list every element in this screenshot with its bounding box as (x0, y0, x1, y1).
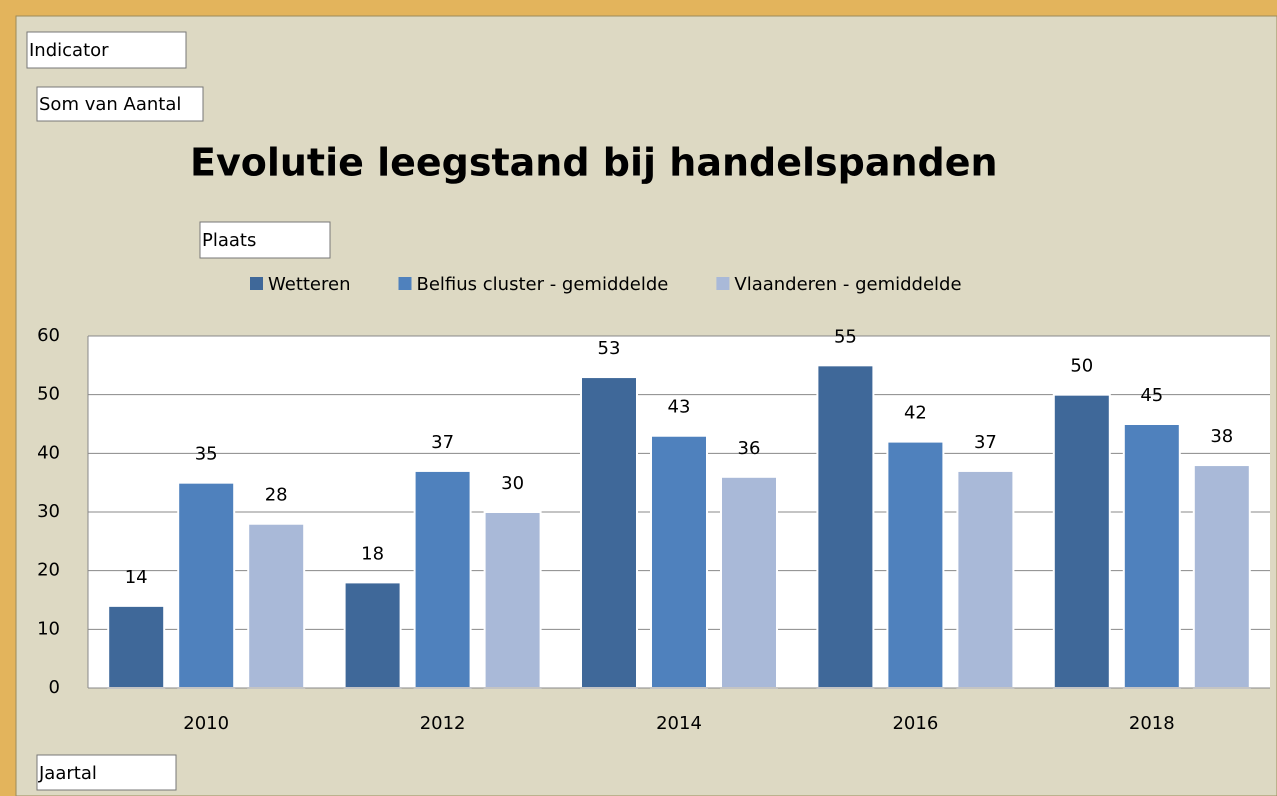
legend-label: Vlaanderen - gemiddelde (734, 274, 961, 295)
legend-label: Belfius cluster - gemiddelde (417, 274, 669, 295)
data-label: 37 (974, 432, 997, 453)
data-label: 36 (738, 438, 761, 459)
data-label: 14 (125, 567, 148, 588)
bar (107, 604, 166, 689)
legend-swatch (716, 277, 730, 290)
y-tick-label: 0 (49, 677, 60, 698)
field-button-label: Som van Aantal (39, 94, 181, 115)
bar (580, 376, 638, 689)
field-button[interactable] (36, 86, 204, 122)
bar (720, 475, 778, 689)
y-tick-label: 30 (37, 501, 60, 522)
chart-title: Evolutie leegstand bij handelspanden (190, 141, 998, 185)
y-tick-label: 20 (37, 560, 60, 581)
field-button[interactable] (26, 31, 187, 69)
legend-swatch (250, 277, 263, 290)
field-button[interactable] (36, 754, 177, 791)
bar (413, 469, 472, 689)
data-label: 43 (668, 397, 691, 418)
x-tick-label: 2018 (1129, 713, 1175, 734)
field-button-label: Plaats (202, 230, 256, 251)
bar (177, 481, 236, 689)
data-label: 53 (598, 338, 621, 359)
field-button-label: Indicator (29, 40, 109, 61)
x-tick-label: 2014 (656, 713, 702, 734)
bar (816, 364, 875, 689)
bar (1192, 464, 1251, 690)
data-label: 50 (1070, 356, 1093, 377)
y-tick-label: 50 (37, 384, 60, 405)
data-label: 37 (431, 432, 454, 453)
legend-swatch (398, 277, 412, 290)
x-tick-label: 2016 (892, 713, 938, 734)
data-label: 18 (361, 543, 384, 564)
data-label: 42 (904, 403, 927, 424)
bar (247, 522, 306, 689)
data-label: 28 (265, 485, 288, 506)
y-tick-label: 40 (37, 442, 60, 463)
x-tick-label: 2010 (183, 713, 229, 734)
field-button-label: Jaartal (38, 763, 97, 784)
x-tick-label: 2012 (420, 713, 466, 734)
bar (886, 440, 945, 689)
y-tick-label: 10 (37, 618, 60, 639)
data-label: 55 (834, 326, 857, 347)
bar (1122, 423, 1181, 689)
bar (343, 581, 402, 690)
field-button[interactable] (199, 221, 331, 259)
data-label: 30 (501, 473, 524, 494)
data-label: 38 (1210, 426, 1233, 447)
bar (650, 434, 708, 689)
bar (1052, 393, 1111, 689)
data-label: 35 (195, 444, 218, 465)
bar (483, 511, 542, 689)
legend-label: Wetteren (268, 274, 351, 295)
bar (956, 469, 1015, 689)
data-label: 45 (1140, 385, 1163, 406)
y-tick-label: 60 (37, 325, 60, 346)
